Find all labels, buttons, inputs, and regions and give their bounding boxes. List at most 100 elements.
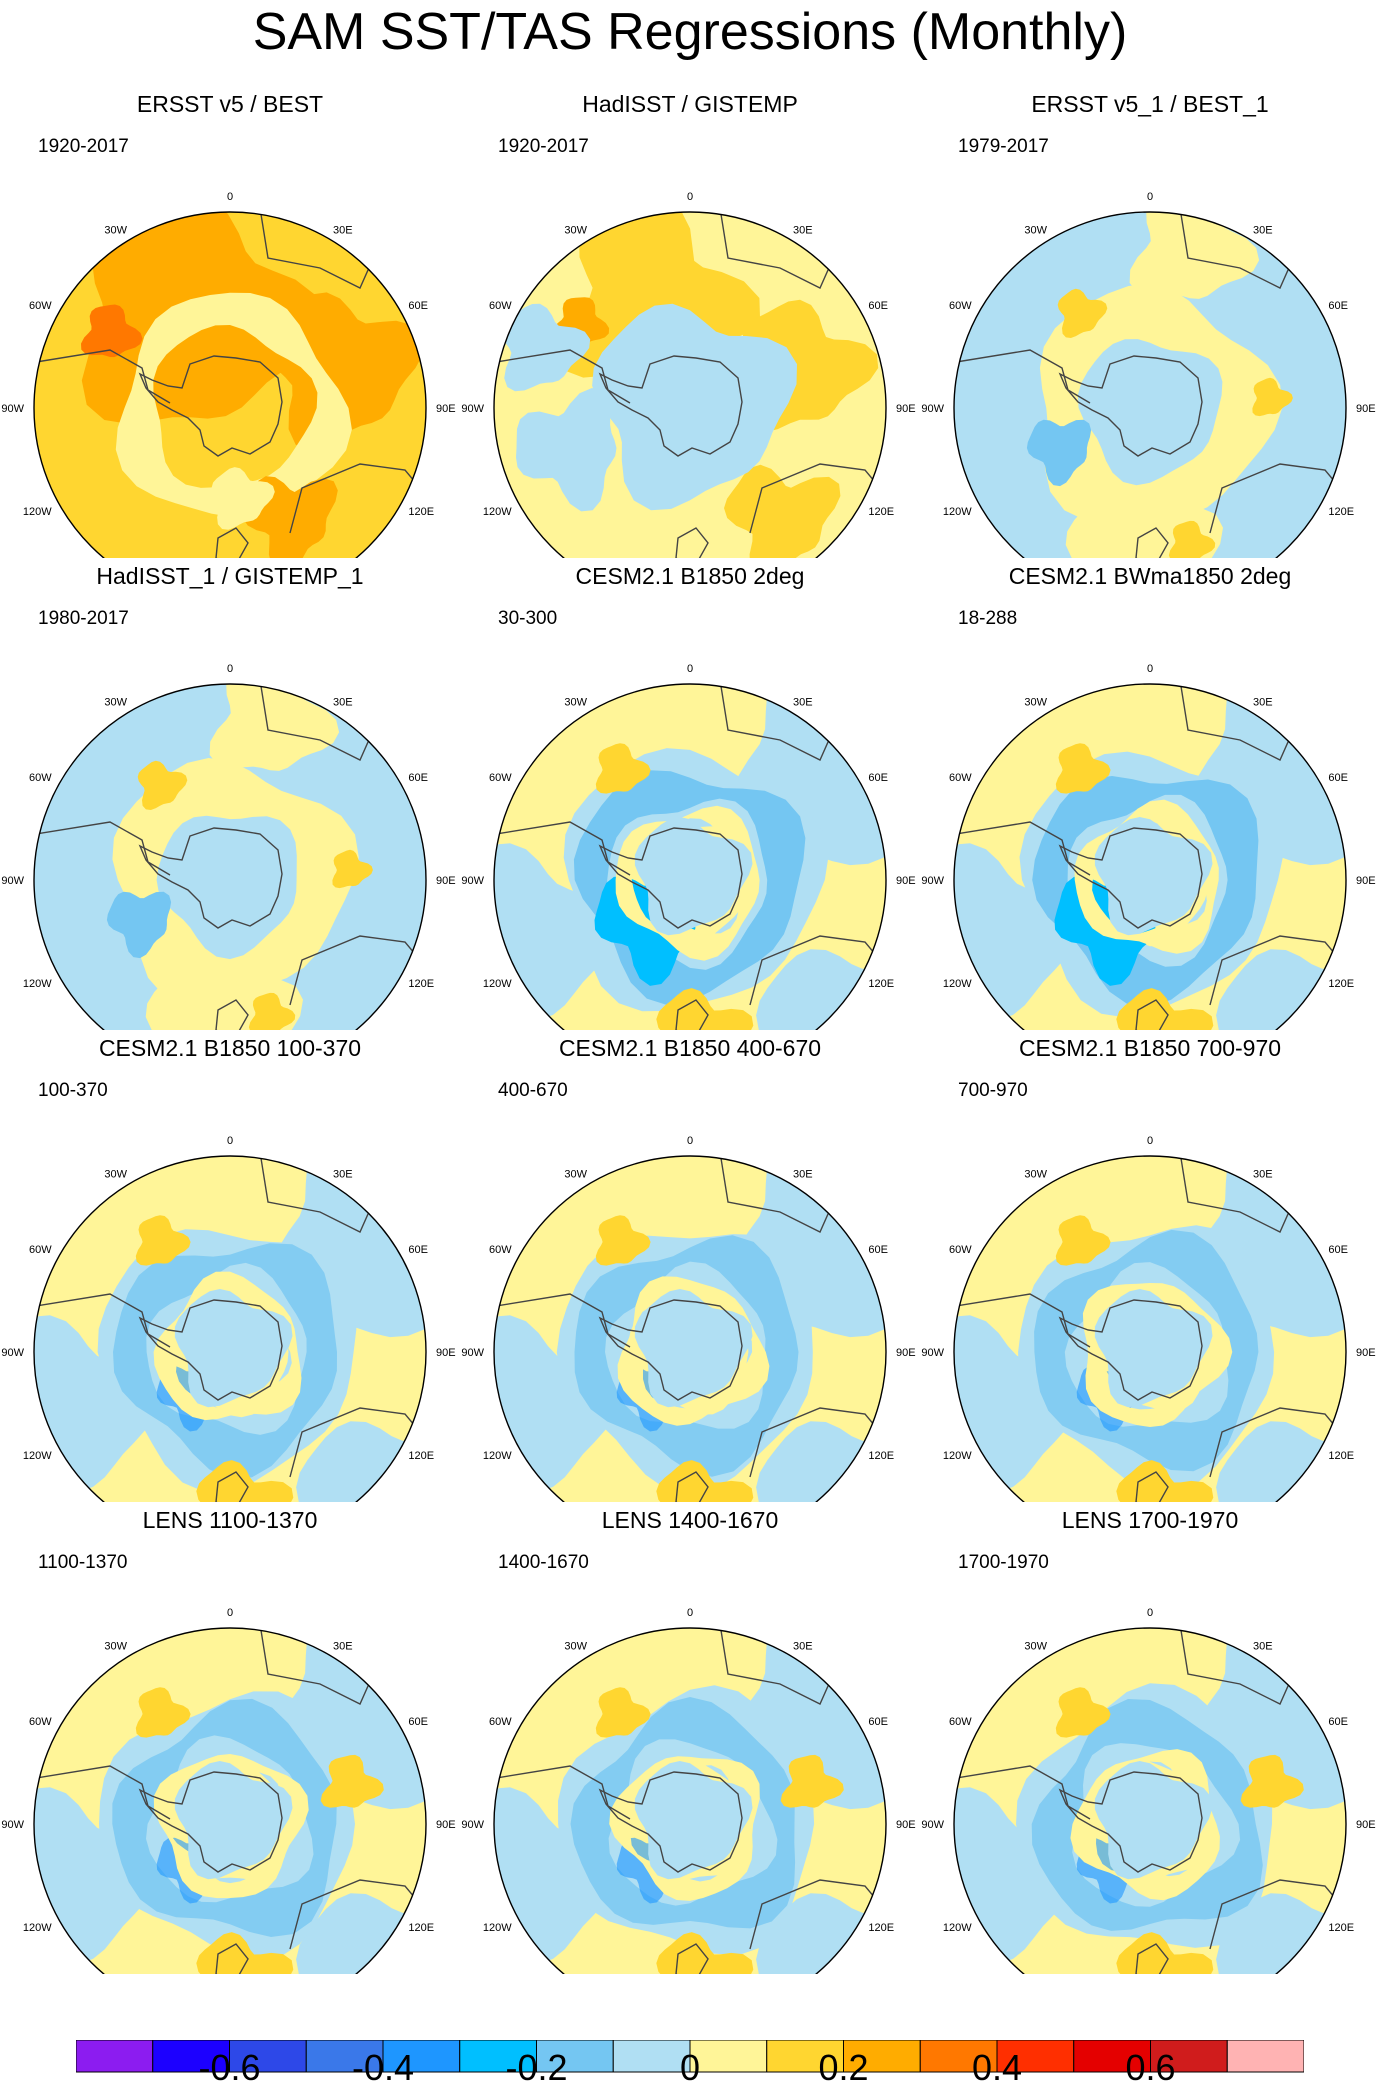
longitude-label: 120E xyxy=(868,978,894,990)
colorbar-swatch xyxy=(459,2040,537,2073)
colorbar-label: -0.4 xyxy=(351,2047,415,2088)
map-boundary xyxy=(493,211,887,558)
longitude-label: 90E xyxy=(1356,403,1376,415)
panel-title: CESM2.1 B1850 400-670 xyxy=(558,1035,822,1061)
field-shading xyxy=(34,212,426,558)
longitude-label: 60W xyxy=(29,300,52,312)
longitude-label: 90E xyxy=(896,1347,916,1359)
longitude-label: 90E xyxy=(896,875,916,887)
longitude-label: 120E xyxy=(1328,978,1354,990)
panel-period: 1980-2017 xyxy=(38,608,129,629)
map-boundary xyxy=(953,1155,1347,1502)
longitude-label: 120W xyxy=(943,978,972,990)
panel-period: 1400-1670 xyxy=(498,1552,589,1573)
polar-map: 030E60E90E120E150E180150W120W90W60W30W xyxy=(461,1135,916,1502)
panel-period: 1700-1970 xyxy=(958,1552,1049,1573)
longitude-label: 0 xyxy=(1147,1607,1153,1619)
colorbar-swatch xyxy=(996,2040,1075,2073)
longitude-label: 90E xyxy=(436,1819,456,1831)
panel-title: CESM2.1 B1850 700-970 xyxy=(1018,1035,1282,1061)
colorbar-label: 0.2 xyxy=(818,2047,869,2088)
panel-title: CESM2.1 B1850 100-370 xyxy=(98,1035,362,1061)
map-panel: 030E60E90E120E150E180150W120W90W60W30WLE… xyxy=(0,1504,460,1974)
panel-title: LENS 1400-1670 xyxy=(601,1507,779,1533)
colorbar-swatch xyxy=(1150,2040,1228,2073)
longitude-label: 30E xyxy=(793,225,813,237)
longitude-label: 60W xyxy=(949,300,972,312)
longitude-label: 60W xyxy=(949,1716,972,1728)
longitude-label: 30E xyxy=(793,1641,813,1653)
colorbar-swatch xyxy=(536,2040,614,2073)
longitude-label: 120W xyxy=(23,506,52,518)
colorbar-swatch xyxy=(152,2040,230,2073)
panel-period: 1920-2017 xyxy=(38,136,129,157)
panel-period: 100-370 xyxy=(38,1080,108,1101)
map-boundary xyxy=(33,1627,427,1974)
longitude-label: 60E xyxy=(408,1716,428,1728)
longitude-label: 120W xyxy=(943,1450,972,1462)
coastlines xyxy=(954,1628,1341,1974)
longitude-label: 30E xyxy=(333,1169,353,1181)
colorbar-label: 0.6 xyxy=(1125,2047,1176,2088)
map-panel: 030E60E90E120E150E180150W120W90W60W30WCE… xyxy=(0,1032,460,1502)
longitude-label: 30W xyxy=(104,1641,127,1653)
longitude-label: 30W xyxy=(1024,225,1047,237)
longitude-label: 0 xyxy=(227,1607,233,1619)
map-panel: 030E60E90E120E150E180150W120W90W60W30WER… xyxy=(0,88,460,558)
longitude-label: 90E xyxy=(1356,1347,1376,1359)
map-boundary xyxy=(33,683,427,1030)
longitude-label: 60E xyxy=(1328,772,1348,784)
longitude-label: 60W xyxy=(949,772,972,784)
map-boundary xyxy=(953,683,1347,1030)
longitude-label: 60W xyxy=(949,1244,972,1256)
panel-period: 30-300 xyxy=(498,608,558,629)
panel-title: LENS 1700-1970 xyxy=(1061,1507,1239,1533)
longitude-label: 90E xyxy=(1356,875,1376,887)
map-boundary xyxy=(493,1155,887,1502)
map-panel: 030E60E90E120E150E180150W120W90W60W30WCE… xyxy=(460,560,920,1030)
map-boundary xyxy=(493,1627,887,1974)
field-shading xyxy=(34,1628,426,1974)
colorbar-swatch xyxy=(305,2040,384,2073)
longitude-label: 30W xyxy=(1024,697,1047,709)
longitude-label: 90E xyxy=(436,1347,456,1359)
map-boundary xyxy=(493,683,887,1030)
longitude-label: 30E xyxy=(333,225,353,237)
panel-title: ERSST v5 / BEST xyxy=(136,91,324,117)
panel-title: CESM2.1 B1850 2deg xyxy=(575,563,805,589)
longitude-label: 0 xyxy=(1147,191,1153,203)
longitude-label: 60E xyxy=(868,1716,888,1728)
map-panel: 030E60E90E120E150E180150W120W90W60W30WLE… xyxy=(920,1504,1380,1974)
longitude-label: 120E xyxy=(868,1450,894,1462)
polar-map: 030E60E90E120E150E180150W120W90W60W30W xyxy=(921,1135,1376,1502)
longitude-label: 90W xyxy=(921,875,944,887)
longitude-label: 90E xyxy=(436,875,456,887)
map-boundary xyxy=(33,1155,427,1502)
colorbar-swatch xyxy=(1226,2040,1304,2073)
longitude-label: 90W xyxy=(1,1347,24,1359)
longitude-label: 90W xyxy=(461,875,484,887)
colorbar-label: -0.2 xyxy=(505,2047,568,2088)
coastlines xyxy=(34,684,421,1030)
coastlines xyxy=(34,1628,421,1974)
map-panel: 030E60E90E120E150E180150W120W90W60W30WHa… xyxy=(0,560,460,1030)
colorbar xyxy=(76,2040,1304,2073)
field-shading xyxy=(954,1156,1346,1502)
panel-title: CESM2.1 BWma1850 2deg xyxy=(1008,563,1292,589)
longitude-label: 120E xyxy=(408,978,434,990)
longitude-label: 120W xyxy=(943,1922,972,1934)
longitude-label: 120W xyxy=(483,1450,512,1462)
coastlines xyxy=(494,684,881,1030)
colorbar-swatch xyxy=(76,2040,154,2073)
longitude-label: 30W xyxy=(104,697,127,709)
longitude-label: 60W xyxy=(29,772,52,784)
panel-title: LENS 1100-1370 xyxy=(142,1507,318,1533)
coastlines xyxy=(954,1156,1341,1502)
panel-period: 400-670 xyxy=(498,1080,568,1101)
map-boundary xyxy=(33,211,427,558)
longitude-label: 30E xyxy=(793,697,813,709)
longitude-label: 30E xyxy=(1253,1169,1273,1181)
longitude-label: 60W xyxy=(29,1716,52,1728)
polar-map: 030E60E90E120E150E180150W120W90W60W30W xyxy=(921,663,1376,1030)
longitude-label: 0 xyxy=(687,1135,693,1147)
